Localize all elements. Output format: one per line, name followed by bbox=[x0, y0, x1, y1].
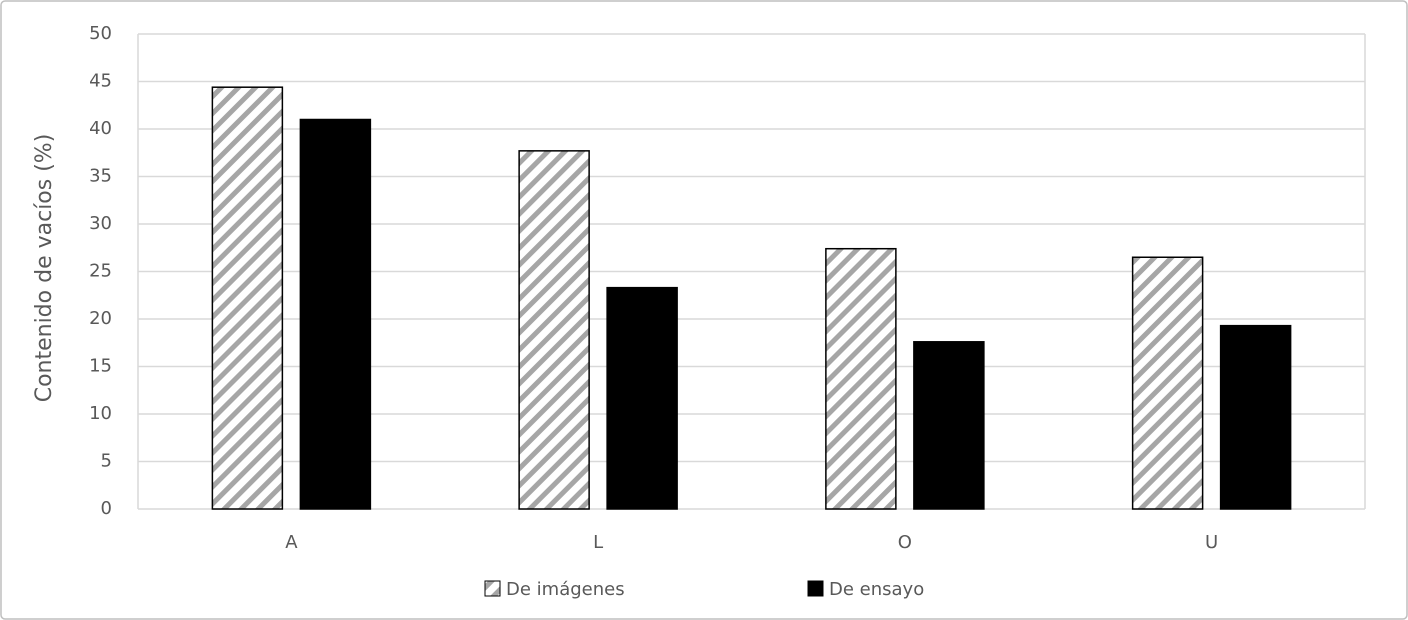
legend-swatch bbox=[484, 580, 501, 597]
y-tick-label: 40 bbox=[89, 118, 112, 139]
y-tick-label: 5 bbox=[101, 451, 112, 472]
y-tick-label: 25 bbox=[89, 261, 112, 282]
x-tick-label: A bbox=[285, 532, 298, 553]
bar bbox=[913, 341, 985, 510]
bar bbox=[1131, 256, 1204, 510]
x-tick-label: U bbox=[1205, 532, 1218, 553]
bar bbox=[211, 86, 284, 510]
bar bbox=[518, 150, 590, 510]
legend-label: De imágenes bbox=[506, 579, 625, 600]
y-axis-label: Contenido de vacíos (%) bbox=[32, 134, 57, 403]
x-tick-label: L bbox=[593, 532, 603, 553]
x-tick-label: O bbox=[898, 532, 912, 553]
y-tick-label: 35 bbox=[89, 166, 112, 187]
y-tick-label: 50 bbox=[89, 23, 112, 44]
y-tick-label: 10 bbox=[89, 403, 112, 424]
y-tick-label: 15 bbox=[89, 356, 112, 377]
legend-swatch bbox=[807, 580, 824, 597]
y-tick-label: 45 bbox=[89, 71, 112, 92]
y-tick-label: 30 bbox=[89, 213, 112, 234]
bar bbox=[1219, 324, 1292, 510]
bar bbox=[606, 286, 678, 510]
legend-label: De ensayo bbox=[829, 579, 924, 600]
bar bbox=[299, 118, 372, 510]
bar bbox=[825, 247, 897, 510]
y-tick-label: 20 bbox=[89, 308, 112, 329]
y-tick-label: 0 bbox=[101, 498, 112, 519]
